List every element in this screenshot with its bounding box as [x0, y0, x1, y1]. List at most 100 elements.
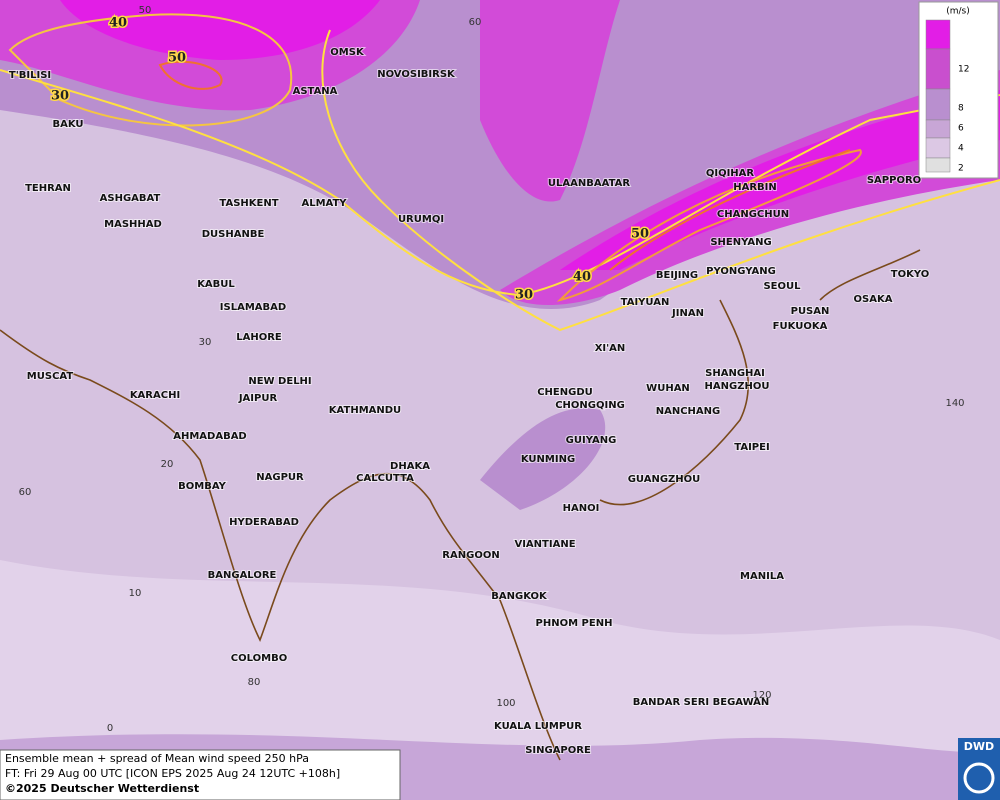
- city-label: BANGALORE: [208, 570, 277, 581]
- city-label: ISLAMABAD: [220, 302, 286, 313]
- city-label: KUNMING: [521, 454, 575, 465]
- grid-label: 10: [129, 588, 142, 599]
- legend-level: 6: [958, 124, 964, 134]
- legend-level: 4: [958, 144, 964, 154]
- contour-label: 40: [109, 16, 127, 31]
- city-label: ULAANBAATAR: [548, 178, 630, 189]
- city-label: BAKU: [52, 119, 83, 130]
- city-label: PYONGYANG: [706, 266, 776, 277]
- city-label: CHANGCHUN: [717, 209, 789, 220]
- city-label: ALMATY: [301, 198, 347, 209]
- contour: [158, 60, 223, 90]
- logo-text: DWD: [964, 740, 994, 753]
- legend-swatch: [925, 88, 951, 121]
- city-label: TOKYO: [891, 269, 929, 280]
- wind-area: [480, 408, 606, 510]
- coastline: [0, 249, 921, 761]
- city-label: VIANTIANE: [514, 539, 575, 550]
- contour-label: 30: [515, 288, 533, 303]
- city-label: TEHRAN: [25, 183, 71, 194]
- contour: [0, 69, 1000, 297]
- logo-box: [958, 738, 1000, 800]
- grid-label: 80: [248, 677, 261, 688]
- city-label: TAIPEI: [734, 442, 769, 453]
- footer-line: FT: Fri 29 Aug 00 UTC [ICON EPS 2025 Aug…: [5, 767, 340, 780]
- legend-level: 12: [958, 65, 969, 75]
- city-label: SHENYANG: [710, 237, 771, 248]
- city-label: NEW DELHI: [248, 376, 311, 387]
- city-label: NANCHANG: [656, 406, 721, 417]
- city-label: LAHORE: [236, 332, 282, 343]
- contour: [556, 148, 862, 302]
- legend-swatch: [925, 19, 951, 50]
- city-label: NOVOSIBIRSK: [377, 69, 456, 80]
- city-label: BANGKOK: [491, 591, 548, 602]
- contour-label: 40: [573, 270, 591, 285]
- city-label: T'BILISI: [9, 70, 51, 81]
- contour-label: 50: [168, 51, 186, 66]
- city-label: COLOMBO: [231, 653, 287, 664]
- grid-label: 30: [199, 337, 212, 348]
- city-label: ASHGABAT: [100, 193, 161, 204]
- city-label: TASHKENT: [219, 198, 278, 209]
- city-label: JAIPUR: [238, 393, 278, 404]
- city-label: PUSAN: [791, 306, 830, 317]
- city-label: MANILA: [740, 571, 784, 582]
- city-label: TAIYUAN: [621, 297, 670, 308]
- grid-label: 100: [496, 698, 515, 709]
- jet-core: [560, 90, 1000, 270]
- city-label: HANGZHOU: [705, 381, 770, 392]
- grid-label: 0: [107, 723, 113, 734]
- legend-level: 8: [958, 104, 964, 114]
- contour: [609, 149, 851, 271]
- city-label: CALCUTTA: [356, 473, 414, 484]
- city-label: HARBIN: [733, 182, 777, 193]
- legend-swatch: [925, 137, 951, 159]
- city-label: PHNOM PENH: [536, 618, 613, 629]
- city-label: URUMQI: [398, 214, 444, 225]
- city-label: RANGOON: [442, 550, 499, 561]
- wind-area: [480, 0, 620, 202]
- city-label: SINGAPORE: [525, 745, 591, 756]
- city-label: KUALA LUMPUR: [494, 721, 582, 732]
- city-label: CHENGDU: [537, 387, 593, 398]
- legend-swatch: [925, 48, 951, 90]
- footer-line: Ensemble mean + spread of Mean wind spee…: [5, 752, 309, 765]
- city-label: OSAKA: [854, 294, 893, 305]
- grid-label: 50: [139, 5, 152, 16]
- city-label: AHMADABAD: [173, 431, 247, 442]
- city-label: MASHHAD: [104, 219, 162, 230]
- city-label: SHANGHAI: [705, 368, 765, 379]
- city-label: SEOUL: [763, 281, 801, 292]
- grid-label: 140: [945, 398, 964, 409]
- city-label: BOMBAY: [178, 481, 226, 492]
- legend-level: 2: [958, 164, 964, 174]
- city-label: WUHAN: [646, 383, 690, 394]
- city-label: ASTANA: [293, 86, 338, 97]
- city-label: HYDERABAD: [229, 517, 299, 528]
- city-label: SAPPORO: [867, 175, 921, 186]
- city-label: KABUL: [197, 279, 235, 290]
- city-label: GUIYANG: [566, 435, 617, 446]
- city-label: HANOI: [563, 503, 600, 514]
- contour: [321, 29, 1000, 332]
- city-label: NAGPUR: [256, 472, 304, 483]
- city-label: CHONGQING: [555, 400, 625, 411]
- city-label: OMSK: [330, 47, 365, 58]
- city-label: DHAKA: [390, 461, 430, 472]
- city-label: KATHMANDU: [329, 405, 401, 416]
- grid-label: 20: [161, 459, 174, 470]
- contour-label: 50: [631, 227, 649, 242]
- legend-swatch: [925, 119, 951, 139]
- footer-line: ©2025 Deutscher Wetterdienst: [5, 782, 199, 795]
- city-label: BANDAR SERI BEGAWAN: [633, 697, 770, 708]
- grid-label: 60: [469, 17, 482, 28]
- city-label: FUKUOKA: [773, 321, 828, 332]
- city-label: XI'AN: [595, 343, 626, 354]
- legend-unit: (m/s): [946, 7, 970, 17]
- city-label: GUANGZHOU: [628, 474, 701, 485]
- logo-swirl: [963, 762, 995, 794]
- city-label: DUSHANBE: [202, 229, 265, 240]
- contour: [8, 13, 293, 127]
